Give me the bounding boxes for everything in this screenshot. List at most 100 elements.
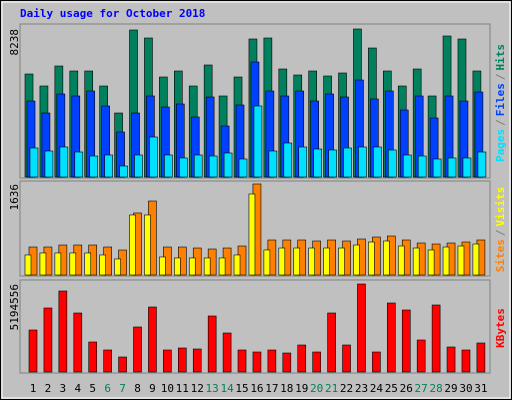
bar	[58, 290, 68, 373]
bar	[133, 326, 142, 373]
bar	[144, 214, 151, 276]
bar	[372, 351, 381, 373]
bar	[74, 151, 84, 178]
x-tick-label: 28	[429, 382, 442, 395]
x-tick-label: 23	[355, 382, 368, 395]
bar	[323, 247, 330, 276]
y-tick-label: 1636	[8, 184, 21, 211]
bar	[338, 247, 345, 276]
bar	[397, 245, 405, 276]
x-tick-label: 15	[235, 382, 248, 395]
bar	[427, 249, 435, 276]
x-tick-label: 29	[444, 382, 457, 395]
bar	[388, 149, 397, 178]
x-tick-label: 26	[400, 382, 413, 395]
legend-separator: /	[494, 119, 507, 126]
x-tick-label: 10	[161, 382, 174, 395]
legend-entry: Pages	[494, 129, 507, 162]
bar	[178, 347, 187, 373]
bar	[233, 254, 241, 276]
bar	[293, 247, 301, 276]
bar	[477, 151, 487, 178]
bar	[447, 157, 457, 178]
bar	[164, 154, 173, 178]
bar	[283, 142, 293, 178]
bar	[401, 309, 411, 373]
bar	[163, 349, 172, 373]
legend: Sites / Visits	[494, 187, 507, 273]
bar	[114, 258, 121, 276]
x-tick-label: 3	[60, 382, 67, 395]
x-tick-label: 19	[295, 382, 308, 395]
bar	[357, 283, 366, 373]
bar	[476, 342, 486, 373]
x-tick-label: 21	[325, 382, 338, 395]
legend: Pages / Files / Hits	[494, 44, 507, 162]
x-tick-label: 5	[89, 382, 96, 395]
bar	[278, 247, 286, 276]
legend-entry: KBytes	[494, 308, 507, 348]
bar	[207, 315, 217, 373]
bar	[223, 152, 233, 178]
bar	[174, 257, 181, 276]
x-tick-label: 12	[191, 382, 204, 395]
bar	[99, 254, 106, 276]
bar	[69, 252, 77, 276]
bar	[118, 356, 127, 373]
bar	[129, 214, 136, 276]
x-tick-label: 24	[370, 382, 384, 395]
bar	[193, 154, 203, 178]
bar	[192, 348, 202, 373]
bar	[308, 247, 315, 276]
bar	[179, 157, 188, 178]
bar	[89, 155, 99, 178]
bar	[44, 150, 54, 178]
legend-separator: /	[494, 73, 507, 80]
bar	[313, 148, 322, 178]
bar	[148, 306, 157, 373]
x-tick-label: 6	[104, 382, 111, 395]
bar	[238, 158, 248, 178]
bar	[358, 146, 367, 178]
bar	[353, 244, 360, 276]
bar	[263, 249, 271, 276]
chart-title: Daily usage for October 2018	[20, 7, 205, 20]
bar	[402, 154, 412, 178]
bar	[462, 157, 472, 178]
x-tick-label: 8	[134, 382, 141, 395]
legend-entry: Hits	[494, 44, 507, 71]
bar	[442, 246, 450, 276]
bar	[159, 256, 166, 276]
bar	[387, 302, 396, 373]
bar	[203, 257, 211, 276]
bar	[312, 351, 321, 373]
bar	[24, 254, 32, 276]
bar	[39, 252, 47, 276]
bar	[416, 339, 426, 373]
x-tick-label: 9	[149, 382, 156, 395]
y-tick-label: 5194556	[8, 284, 21, 330]
bar	[134, 154, 143, 178]
bar	[188, 257, 196, 276]
bar	[328, 149, 337, 178]
legend: KBytes	[494, 308, 507, 348]
x-tick-label: 25	[385, 382, 398, 395]
bar	[267, 349, 277, 373]
bar	[237, 349, 247, 373]
x-tick-label: 17	[265, 382, 278, 395]
bar	[282, 352, 292, 373]
bar	[222, 332, 232, 373]
x-tick-label: 4	[74, 382, 81, 395]
x-tick-label: 31	[474, 382, 487, 395]
bar	[29, 147, 39, 178]
bar	[208, 155, 218, 178]
bar	[88, 341, 98, 373]
bar	[103, 349, 112, 373]
bar	[149, 136, 158, 178]
x-tick-label: 22	[340, 382, 353, 395]
x-tick-label: 11	[176, 382, 189, 395]
bar	[84, 252, 92, 276]
bar	[73, 312, 83, 373]
x-tick-label: 20	[310, 382, 323, 395]
